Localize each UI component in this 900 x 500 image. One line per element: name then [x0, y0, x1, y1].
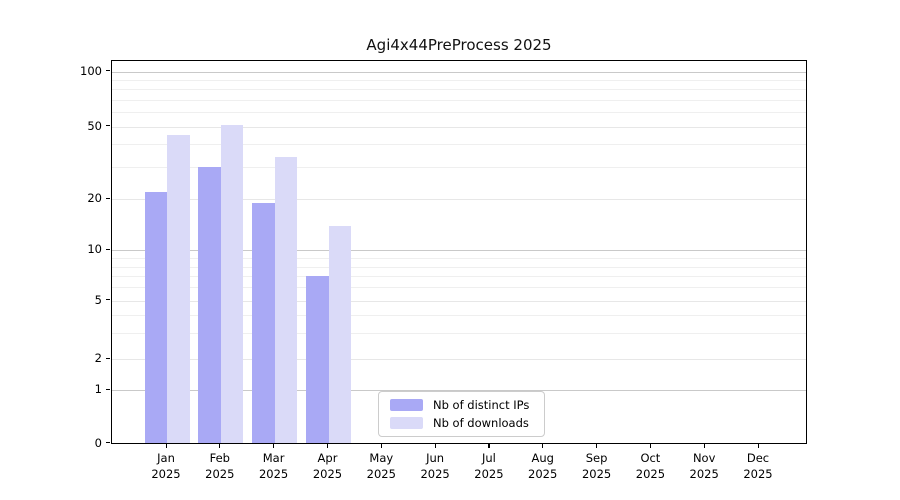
y-tick-label-10: 10	[87, 242, 102, 257]
gridline-minor-3	[112, 333, 806, 335]
bar-jan-downloads	[167, 135, 190, 443]
legend-swatch-downloads	[390, 417, 423, 429]
bar-mar-downloads	[274, 157, 298, 443]
gridline-minor-6	[112, 287, 806, 289]
legend: Nb of distinct IPs Nb of downloads	[378, 391, 545, 437]
bar-jan-distinct-ips	[144, 191, 167, 443]
y-tick-mark-100	[106, 70, 110, 72]
x-tick-label-nov: Nov 2025	[689, 451, 719, 481]
x-tick-mark-may	[380, 444, 382, 448]
gridline-minor-30	[112, 167, 806, 169]
chart-title: Agi4x44PreProcess 2025	[366, 36, 552, 54]
bar-feb-distinct-ips	[198, 167, 221, 443]
bar-mar-distinct-ips	[252, 203, 275, 443]
x-tick-mark-aug	[542, 444, 544, 448]
gridline-minor-40	[112, 144, 806, 146]
x-tick-mark-sep	[596, 444, 598, 448]
x-tick-label-jun: Jun 2025	[420, 451, 450, 481]
y-tick-mark-50	[106, 125, 110, 127]
gridline-minor-4	[112, 314, 806, 316]
x-tick-label-feb: Feb 2025	[205, 451, 235, 481]
x-tick-label-mar: Mar 2025	[258, 451, 289, 481]
gridline-minor-80	[112, 89, 806, 91]
gridline-major-10	[112, 250, 806, 252]
x-tick-label-aug: Aug 2025	[528, 451, 558, 481]
y-tick-label-2: 2	[94, 351, 102, 366]
legend-swatch-distinct-ips	[390, 399, 423, 411]
y-tick-mark-20	[106, 197, 110, 199]
x-tick-mark-oct	[649, 444, 652, 448]
x-tick-mark-nov	[703, 444, 705, 448]
bar-feb-downloads	[220, 125, 244, 443]
y-tick-mark-2	[106, 357, 110, 359]
y-tick-label-0: 0	[94, 435, 102, 450]
x-tick-mark-apr	[327, 444, 329, 448]
gridline-major-1	[112, 390, 806, 392]
gridline-minor-8	[112, 266, 806, 268]
legend-row-downloads: Nb of downloads	[390, 415, 544, 430]
y-tick-mark-0	[106, 442, 110, 444]
y-tick-mark-1	[106, 388, 110, 390]
bar-apr-downloads	[328, 225, 351, 443]
x-tick-label-jul: Jul 2025	[474, 451, 504, 481]
x-tick-mark-dec	[757, 444, 759, 448]
y-tick-label-50: 50	[87, 118, 102, 133]
y-tick-mark-10	[106, 248, 110, 250]
x-tick-mark-feb	[219, 444, 221, 448]
y-tick-label-5: 5	[94, 292, 102, 307]
x-tick-mark-mar	[273, 444, 275, 448]
gridline-minor-70	[112, 100, 806, 101]
x-tick-mark-jul	[488, 444, 490, 448]
y-tick-label-20: 20	[87, 191, 102, 206]
x-tick-label-may: May 2025	[366, 451, 396, 481]
x-tick-mark-jun	[434, 444, 436, 448]
y-tick-mark-5	[106, 299, 110, 301]
gridline-major-20	[112, 199, 806, 201]
gridline-minor-7	[112, 276, 806, 278]
y-tick-label-100: 100	[80, 63, 102, 78]
gridline-minor-90	[112, 80, 806, 82]
plot-area	[111, 60, 807, 444]
legend-label-distinct-ips: Nb of distinct IPs	[433, 397, 530, 412]
x-tick-label-apr: Apr 2025	[312, 451, 343, 481]
gridline-major-2	[112, 359, 806, 361]
gridline-major-50	[112, 126, 806, 128]
x-tick-label-jan: Jan 2025	[151, 451, 181, 481]
legend-label-downloads: Nb of downloads	[433, 415, 529, 430]
bar-apr-distinct-ips	[306, 276, 329, 443]
gridline-major-5	[112, 300, 806, 302]
gridline-minor-60	[112, 112, 806, 114]
x-tick-label-sep: Sep 2025	[581, 451, 612, 481]
legend-row-distinct-ips: Nb of distinct IPs	[390, 397, 544, 412]
y-tick-label-1: 1	[94, 382, 102, 397]
gridline-minor-9	[112, 257, 806, 259]
gridline-major-100	[112, 71, 806, 73]
x-tick-label-oct: Oct 2025	[635, 451, 666, 481]
x-tick-mark-jan	[165, 444, 167, 448]
x-tick-label-dec: Dec 2025	[743, 451, 773, 481]
